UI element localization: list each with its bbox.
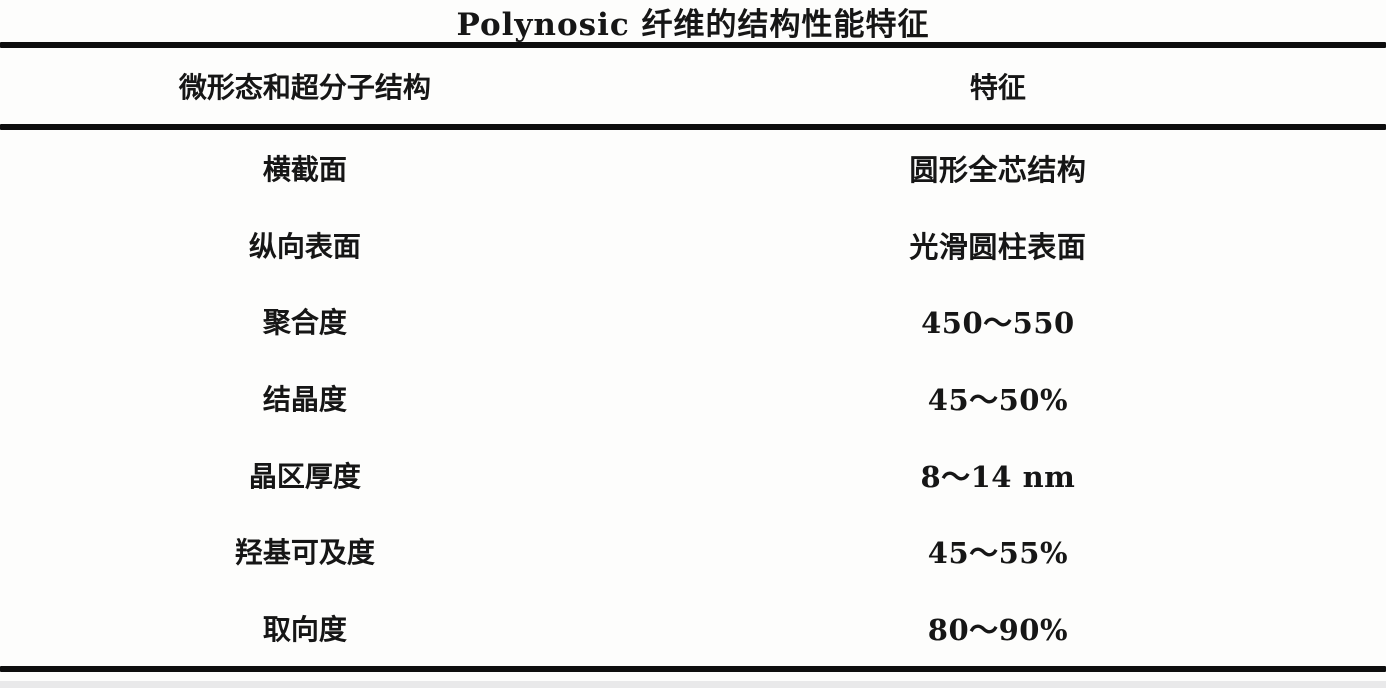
column-header-property: 微形态和超分子结构 xyxy=(178,71,431,104)
value-cell: 8～14 nm xyxy=(920,459,1076,494)
table-row: 羟基可及度 45～55% xyxy=(0,513,1386,590)
bottom-rule xyxy=(0,666,1386,672)
property-cell: 取向度 xyxy=(262,612,347,646)
property-cell: 纵向表面 xyxy=(248,229,361,263)
table-row: 晶区厚度 8～14 nm xyxy=(0,436,1386,513)
table-title: Polynosic 纤维的结构性能特征 xyxy=(456,6,930,43)
page-edge-strip xyxy=(0,681,1386,688)
table-row: 横截面 圆形全芯结构 xyxy=(0,130,1386,207)
table-header-row: 微形态和超分子结构 特征 xyxy=(0,48,1386,124)
value-cell: 45～50% xyxy=(927,383,1069,418)
property-cell: 晶区厚度 xyxy=(248,459,361,493)
property-cell: 羟基可及度 xyxy=(234,536,375,570)
property-cell: 横截面 xyxy=(262,153,347,187)
value-cell: 80～90% xyxy=(927,612,1069,647)
top-rule xyxy=(0,42,1386,48)
table-row: 取向度 80～90% xyxy=(0,589,1386,666)
header-rule xyxy=(0,124,1386,130)
value-cell: 光滑圆柱表面 xyxy=(909,229,1087,264)
column-header-value: 特征 xyxy=(969,71,1026,104)
table-row: 聚合度 450～550 xyxy=(0,283,1386,360)
table-body: 横截面 圆形全芯结构 纵向表面 光滑圆柱表面 聚合度 450～550 结晶度 4… xyxy=(0,130,1386,666)
value-cell: 45～55% xyxy=(927,536,1069,571)
table-row: 纵向表面 光滑圆柱表面 xyxy=(0,207,1386,284)
table-row: 结晶度 45～50% xyxy=(0,360,1386,437)
value-cell: 450～550 xyxy=(921,306,1075,341)
property-cell: 结晶度 xyxy=(262,383,347,417)
value-cell: 圆形全芯结构 xyxy=(909,153,1087,188)
property-cell: 聚合度 xyxy=(262,306,347,340)
